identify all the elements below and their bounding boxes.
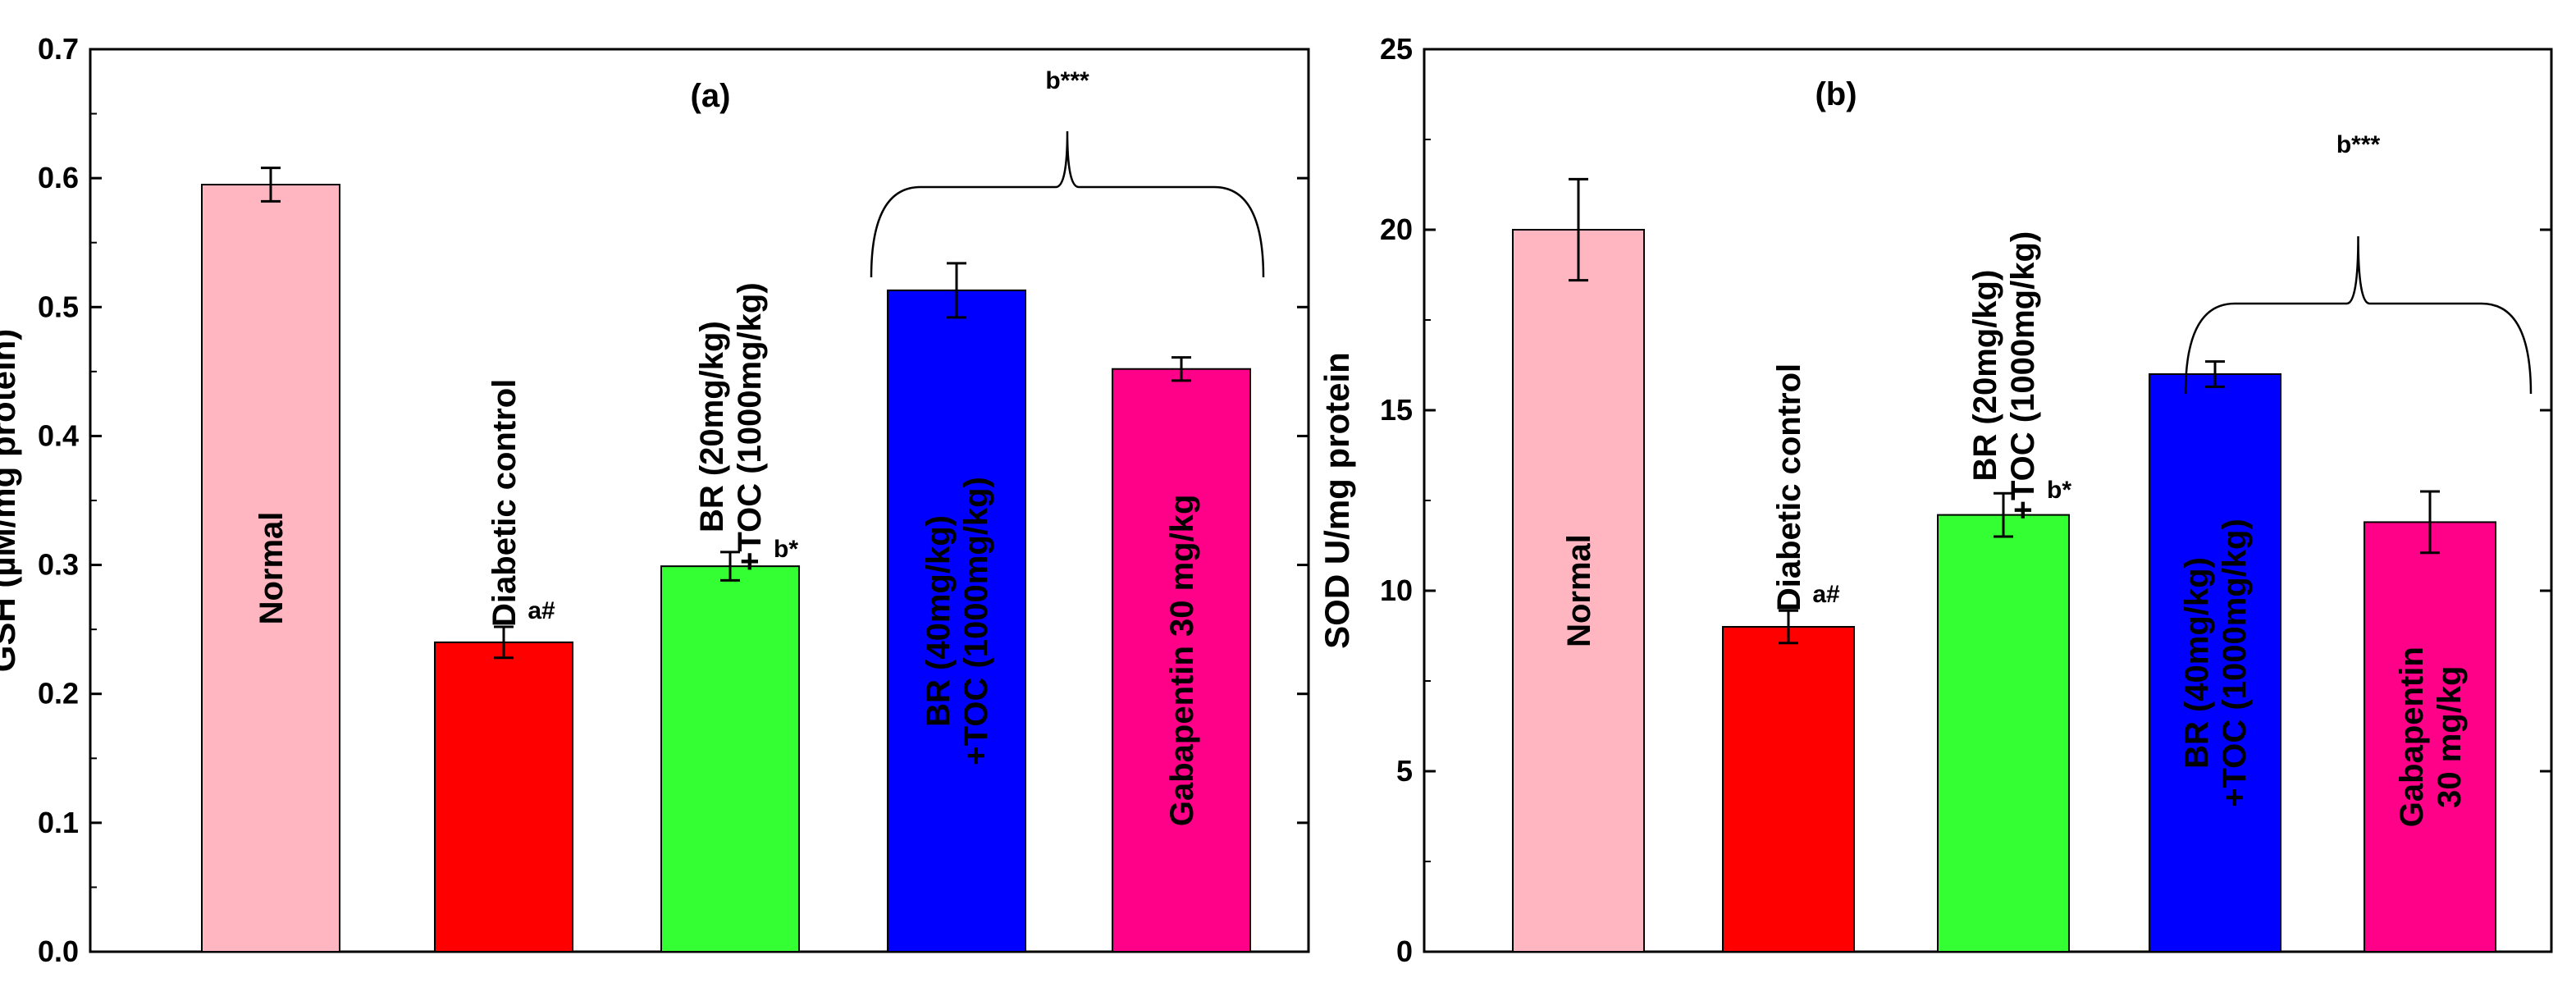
bar (1937, 514, 2070, 953)
bar-category-label: BR (20mg/kg) (1967, 270, 2003, 482)
bar-category-label: +TOC (1000mg/kg) (2005, 231, 2041, 520)
y-tick-label: 5 (1396, 754, 1413, 788)
y-tick-label: 0.1 (38, 806, 79, 839)
bar (201, 184, 340, 953)
bar-category-label: +TOC (1000mg/kg) (2217, 519, 2253, 807)
bar-category-label: +TOC (1000mg/kg) (732, 282, 768, 571)
y-tick-label: 0.6 (38, 161, 79, 194)
y-tick-label: 0.7 (38, 32, 79, 66)
bar-category-label: Gabapentin (2394, 647, 2430, 827)
bar-category-label: Normal (253, 512, 290, 625)
panel-b-chart: 0 5 10 15 20 25 SOD U/mg protein (b) Normal a#Dia… (1318, 32, 2553, 968)
bar-category-label: Diabetic control (486, 379, 523, 627)
significance-label: b* (774, 536, 798, 563)
group-significance-label: b*** (1045, 67, 1089, 94)
y-tick-label: 20 (1380, 212, 1413, 246)
y-tick-label: 0.0 (38, 934, 79, 968)
panel-label: (b) (1815, 76, 1857, 112)
group-brace (870, 130, 1265, 278)
bar-category-label: Normal (1561, 534, 1597, 647)
y-tick-label: 15 (1380, 393, 1413, 427)
y-tick-label: 0.3 (38, 548, 79, 582)
panel-a-chart: 0.0 0.1 0.2 0.3 0.4 0.5 0.6 0.7 GSH (µM/mg prote… (0, 32, 1310, 968)
bar-category-label: BR (20mg/kg) (694, 321, 730, 532)
bar-category-label: 30 mg/kg (2432, 665, 2468, 807)
bar (887, 289, 1026, 953)
bar-category-label: BR (40mg/kg) (920, 515, 957, 727)
y-axis-title: GSH (µM/mg protein) (0, 329, 22, 673)
group-brace (2184, 235, 2533, 395)
bar (1112, 368, 1251, 953)
panel-label: (a) (691, 78, 731, 114)
y-tick-label: 25 (1380, 32, 1413, 66)
y-axis-title: SOD U/mg protein (1318, 352, 1356, 649)
bar-category-label: BR (40mg/kg) (2179, 557, 2215, 769)
significance-label: a# (1812, 581, 1840, 608)
bar (660, 565, 800, 953)
significance-label: a# (528, 597, 555, 624)
y-tick-label: 10 (1380, 573, 1413, 607)
group-significance-label: b*** (2336, 131, 2381, 158)
bar (2364, 521, 2496, 953)
y-tick-label: 0.5 (38, 290, 79, 323)
bar (1722, 626, 1855, 953)
bar (2149, 373, 2281, 953)
y-tick-label: 0.2 (38, 677, 79, 711)
y-tick-label: 0.4 (38, 418, 79, 452)
significance-label: b* (2047, 477, 2071, 504)
bar-category-label: +TOC (1000mg/kg) (958, 477, 994, 765)
bar-category-label: Diabetic control (1771, 363, 1807, 611)
bar-category-label: Gabapentin 30 mg/kg (1164, 495, 1200, 827)
bar (434, 641, 573, 953)
y-tick-label: 0 (1396, 934, 1413, 968)
